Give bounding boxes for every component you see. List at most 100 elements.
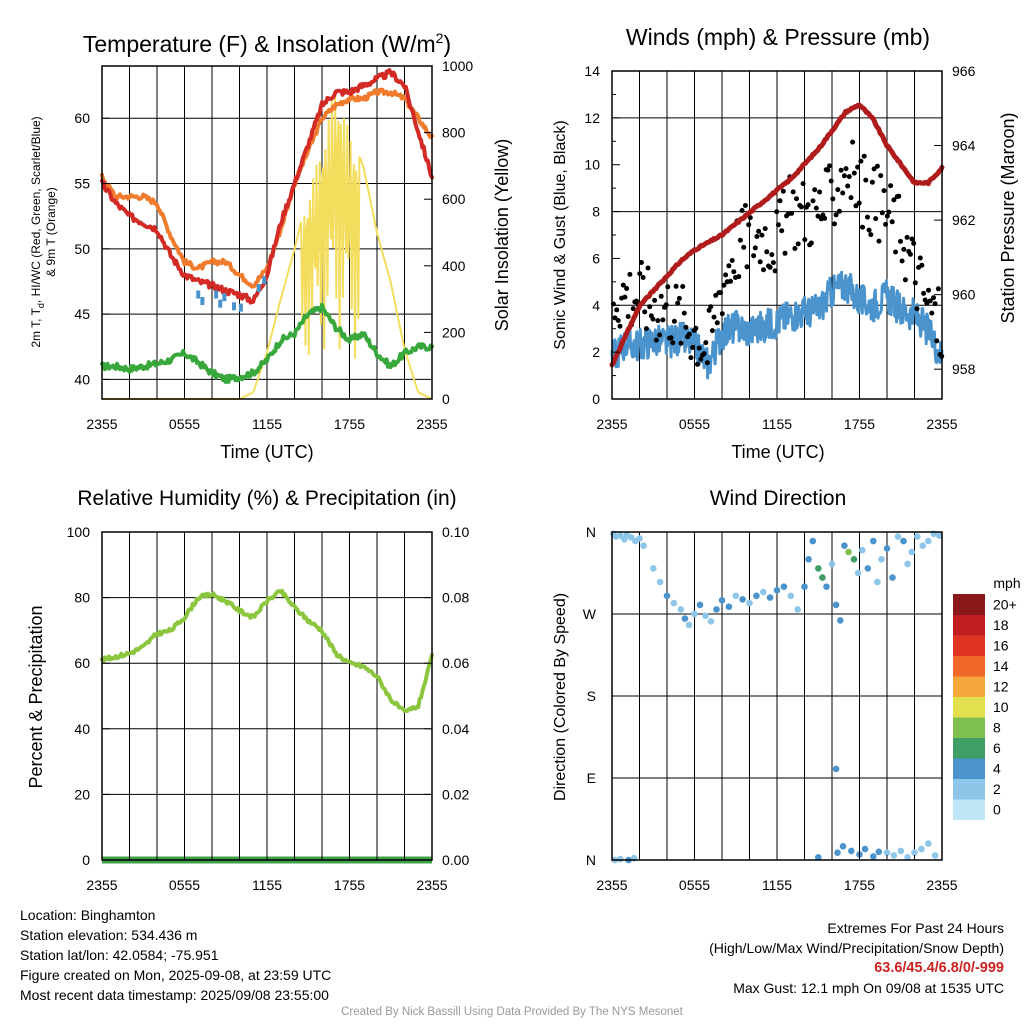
y-tick-label: 2 (592, 344, 600, 360)
windchill-mark (200, 297, 205, 306)
gust-point (840, 190, 846, 196)
gust-point (861, 153, 867, 159)
gust-point (827, 163, 832, 169)
direction-tick-label: W (583, 606, 597, 622)
direction-point (900, 537, 907, 545)
direction-point (702, 612, 709, 620)
direction-ylabel: Direction (Colored By Speed) (552, 593, 569, 801)
gust-point (868, 232, 874, 238)
gust-point (742, 203, 748, 208)
gust-point (874, 163, 880, 169)
gust-point (871, 166, 877, 172)
gust-point (888, 183, 894, 189)
gust-point (744, 264, 750, 270)
gust-point (736, 274, 742, 280)
gust-point (647, 304, 653, 310)
temperature-xlabel: Time (UTC) (220, 442, 313, 462)
x-tick-label: 1755 (334, 416, 365, 432)
gust-point (757, 259, 763, 265)
gust-point (630, 306, 636, 312)
gust-point (625, 314, 631, 319)
direction-point (636, 535, 643, 542)
direction-point (707, 618, 715, 625)
legend-swatch (953, 717, 985, 738)
direction-point (890, 852, 898, 859)
gust-point (932, 301, 938, 307)
direction-point (834, 849, 841, 856)
legend-swatch (953, 778, 985, 800)
gust-point (835, 187, 841, 193)
legend-swatch (953, 696, 985, 718)
gust-point (660, 317, 666, 323)
gust-point (917, 255, 923, 261)
gust-point (708, 304, 714, 310)
gust-point (779, 228, 785, 234)
gust-point (754, 234, 760, 239)
gust-point (767, 264, 773, 270)
gust-point (921, 290, 927, 296)
gust-point (858, 158, 864, 164)
direction-series (610, 530, 943, 864)
windchill-mark (222, 293, 227, 302)
temperature-9m-line (100, 87, 434, 289)
legend-swatch (953, 614, 985, 636)
gust-point (614, 307, 620, 313)
gust-point (881, 188, 887, 194)
direction-point (883, 849, 891, 856)
winds-panel: Winds (mph) & Pressure (mb) 2355 0555 1155… (552, 24, 1018, 462)
gust-point (914, 306, 920, 312)
gust-point (869, 179, 875, 185)
direction-point (640, 542, 647, 549)
y-tick-label: 40 (74, 721, 90, 737)
direction-point (841, 542, 848, 549)
gust-point (665, 284, 671, 290)
windchill-mark (218, 299, 223, 308)
legend-label: 10 (993, 699, 1009, 715)
pressure-ylabel: Station Pressure (Maroon) (998, 112, 1018, 323)
y-tick-label: 50 (74, 241, 90, 257)
gust-point (704, 360, 710, 366)
gust-point (642, 309, 648, 315)
gust-point (714, 320, 720, 326)
direction-point (713, 606, 720, 613)
insolation-ylabel: Solar Insolation (Yellow) (492, 139, 512, 331)
gust-point (901, 246, 907, 252)
legend-label: 2 (993, 781, 1001, 797)
direction-point (919, 542, 927, 549)
direction-point (904, 560, 911, 568)
gust-point (652, 297, 658, 303)
latlon-text: Station lat/lon: 42.0584; -75.951 (20, 947, 219, 963)
gust-point (817, 189, 823, 195)
gust-point (911, 240, 917, 246)
gust-point (893, 249, 898, 255)
direction-point (870, 537, 877, 545)
y2-tick-label: 1000 (442, 58, 473, 74)
windchill-mark (214, 290, 219, 299)
gust-point (711, 314, 717, 320)
gust-point (799, 204, 804, 210)
gust-point (718, 290, 724, 296)
direction-point (696, 601, 704, 609)
gust-point (810, 198, 816, 204)
direction-point (773, 587, 781, 594)
gust-point (638, 260, 644, 265)
gust-point (912, 280, 918, 286)
y-tick-label: 14 (584, 63, 600, 79)
y2-tick-label: 0.04 (442, 721, 469, 737)
gust-point (680, 284, 686, 289)
x-tick-label: 1755 (334, 877, 365, 893)
gust-point (927, 298, 933, 304)
recent-data-text: Most recent data timestamp: 2025/09/08 2… (20, 987, 329, 1003)
gust-point (671, 318, 677, 324)
direction-point (656, 578, 664, 586)
y-tick-label: 10 (584, 157, 600, 173)
gust-point (926, 287, 931, 293)
direction-tick-label: S (587, 688, 596, 704)
y-tick-label: 20 (74, 786, 90, 802)
gust-point (853, 203, 859, 209)
direction-point (845, 548, 852, 556)
windchill-mark (238, 303, 243, 312)
y-tick-label: 80 (74, 590, 90, 606)
